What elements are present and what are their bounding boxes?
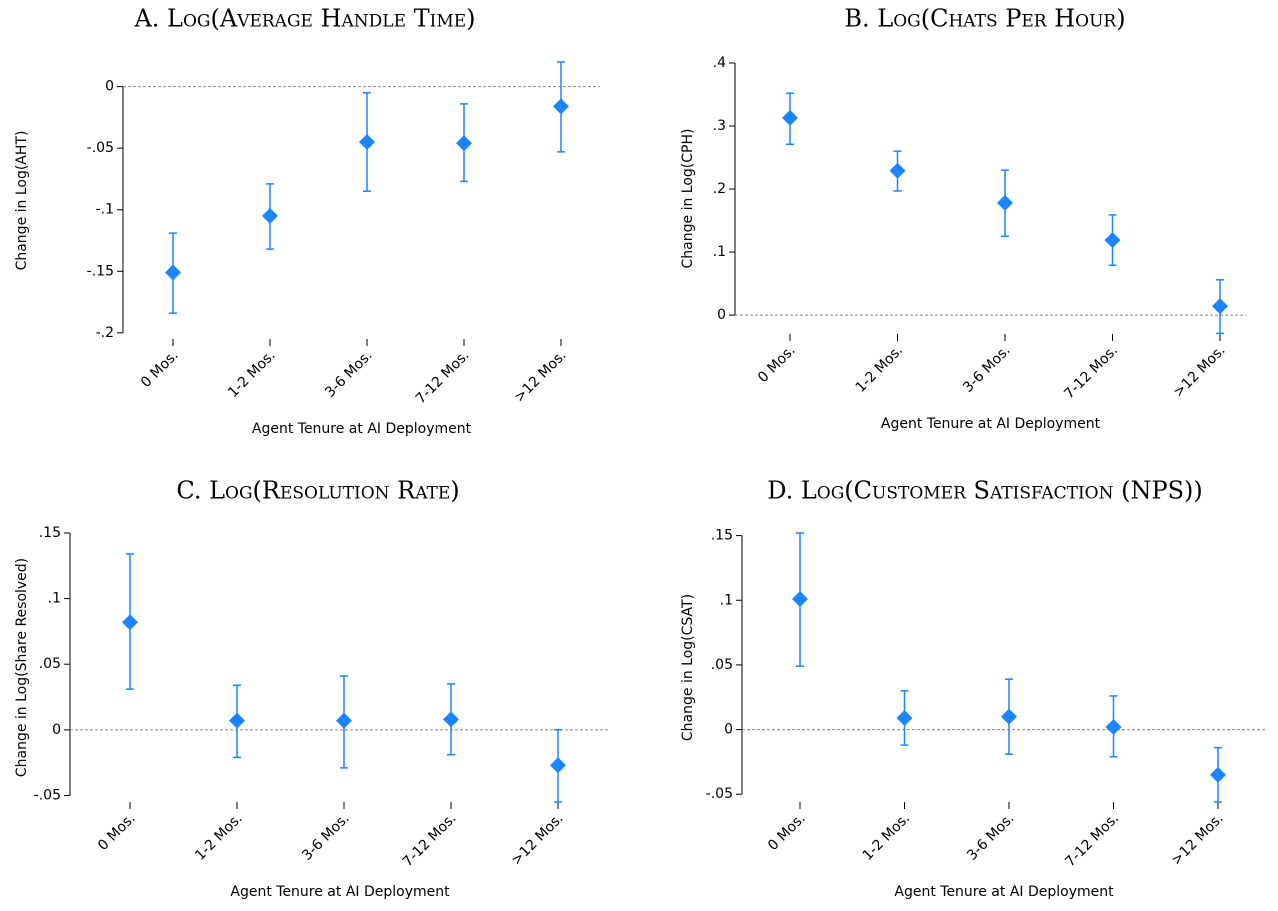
point	[889, 162, 906, 179]
point	[122, 614, 138, 631]
y-tick-label: 0	[52, 722, 61, 738]
y-tick-label: 0	[105, 79, 114, 95]
point	[1210, 766, 1226, 783]
point	[553, 98, 569, 115]
point	[782, 109, 798, 126]
x-tick-label: 7-12 Mos.	[1061, 342, 1121, 402]
point	[456, 135, 472, 152]
chart-title: D. Log(Customer Satisfaction (NPS))	[767, 477, 1203, 505]
y-tick-label: .1	[48, 591, 61, 607]
y-tick-label: .2	[713, 181, 726, 197]
point	[165, 264, 181, 281]
y-tick-label: 0	[717, 307, 726, 323]
x-tick-label: 3-6 Mos.	[964, 810, 1018, 864]
point	[359, 134, 375, 151]
point	[229, 712, 245, 729]
x-tick-label: >12 Mos.	[1168, 810, 1226, 868]
x-tick-label: 0 Mos.	[755, 342, 799, 386]
x-axis-label: Agent Tenure at AI Deployment	[230, 884, 450, 900]
x-tick-label: 3-6 Mos.	[960, 342, 1014, 396]
y-tick-label: .15	[711, 528, 733, 544]
point	[262, 207, 278, 224]
y-tick-label: .05	[711, 657, 733, 673]
y-tick-label: -.05	[706, 786, 733, 802]
chart-title: C. Log(Resolution Rate)	[176, 477, 459, 505]
x-tick-label: >12 Mos.	[1170, 342, 1228, 400]
y-axis-label: Change in Log(CPH)	[680, 129, 696, 269]
x-tick-label: 1-2 Mos.	[192, 810, 246, 864]
x-axis-label: Agent Tenure at AI Deployment	[881, 416, 1101, 432]
x-tick-label: >12 Mos.	[508, 810, 566, 868]
x-tick-label: 0 Mos.	[138, 347, 182, 391]
y-tick-label: .3	[713, 118, 726, 134]
y-axis-label: Change in Log(AHT)	[14, 131, 30, 271]
x-tick-label: 7-12 Mos.	[400, 810, 460, 870]
x-tick-label: 3-6 Mos.	[322, 347, 376, 401]
point	[336, 712, 352, 729]
x-tick-label: 0 Mos.	[765, 810, 809, 854]
y-tick-label: .4	[713, 55, 726, 71]
x-tick-label: >12 Mos.	[511, 347, 569, 405]
x-tick-label: 3-6 Mos.	[299, 810, 353, 864]
point	[550, 757, 566, 774]
point	[896, 709, 913, 726]
x-tick-label: 7-12 Mos.	[1062, 810, 1122, 870]
y-tick-label: -.15	[87, 263, 114, 279]
x-tick-label: 1-2 Mos.	[853, 342, 907, 396]
point	[792, 590, 808, 607]
y-tick-label: .1	[720, 592, 733, 608]
point	[1104, 232, 1121, 249]
point	[443, 711, 459, 728]
y-tick-label: -.05	[34, 787, 61, 803]
y-tick-label: .15	[39, 525, 61, 541]
x-tick-label: 0 Mos.	[95, 810, 139, 854]
y-axis-label: Change in Log(CSAT)	[680, 594, 696, 741]
chart-title: B. Log(Chats Per Hour)	[844, 5, 1125, 33]
chart-title: A. Log(Average Handle Time)	[133, 5, 475, 33]
x-axis-label: Agent Tenure at AI Deployment	[252, 421, 472, 437]
y-tick-label: .05	[39, 656, 61, 672]
y-tick-label: -.2	[96, 325, 114, 341]
point	[997, 194, 1013, 211]
y-axis-label: Change in Log(Share Resolved)	[14, 558, 30, 777]
point	[1212, 298, 1228, 315]
y-tick-label: -.1	[96, 202, 114, 218]
x-axis-label: Agent Tenure at AI Deployment	[894, 884, 1114, 900]
y-tick-label: -.05	[87, 140, 114, 156]
x-tick-label: 1-2 Mos.	[225, 347, 279, 401]
y-tick-label: .1	[713, 244, 726, 260]
point	[1105, 718, 1122, 735]
y-tick-label: 0	[724, 722, 733, 738]
point	[1001, 708, 1017, 725]
x-tick-label: 7-12 Mos.	[413, 347, 473, 407]
x-tick-label: 1-2 Mos.	[860, 810, 914, 864]
